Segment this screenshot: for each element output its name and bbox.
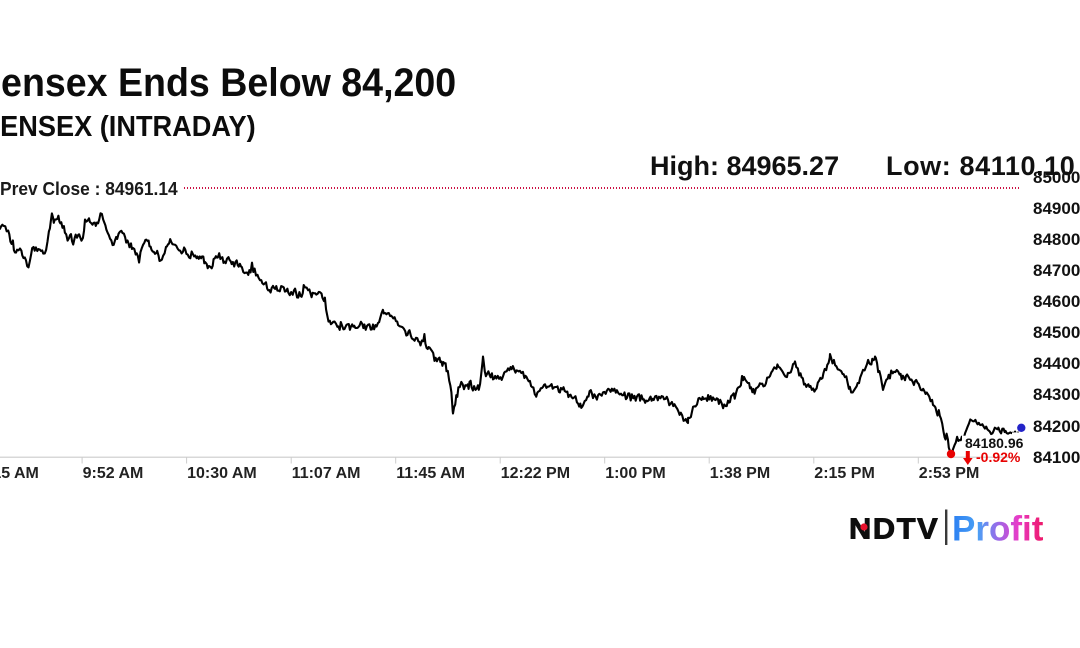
svg-text:Profit: Profit — [952, 510, 1044, 549]
